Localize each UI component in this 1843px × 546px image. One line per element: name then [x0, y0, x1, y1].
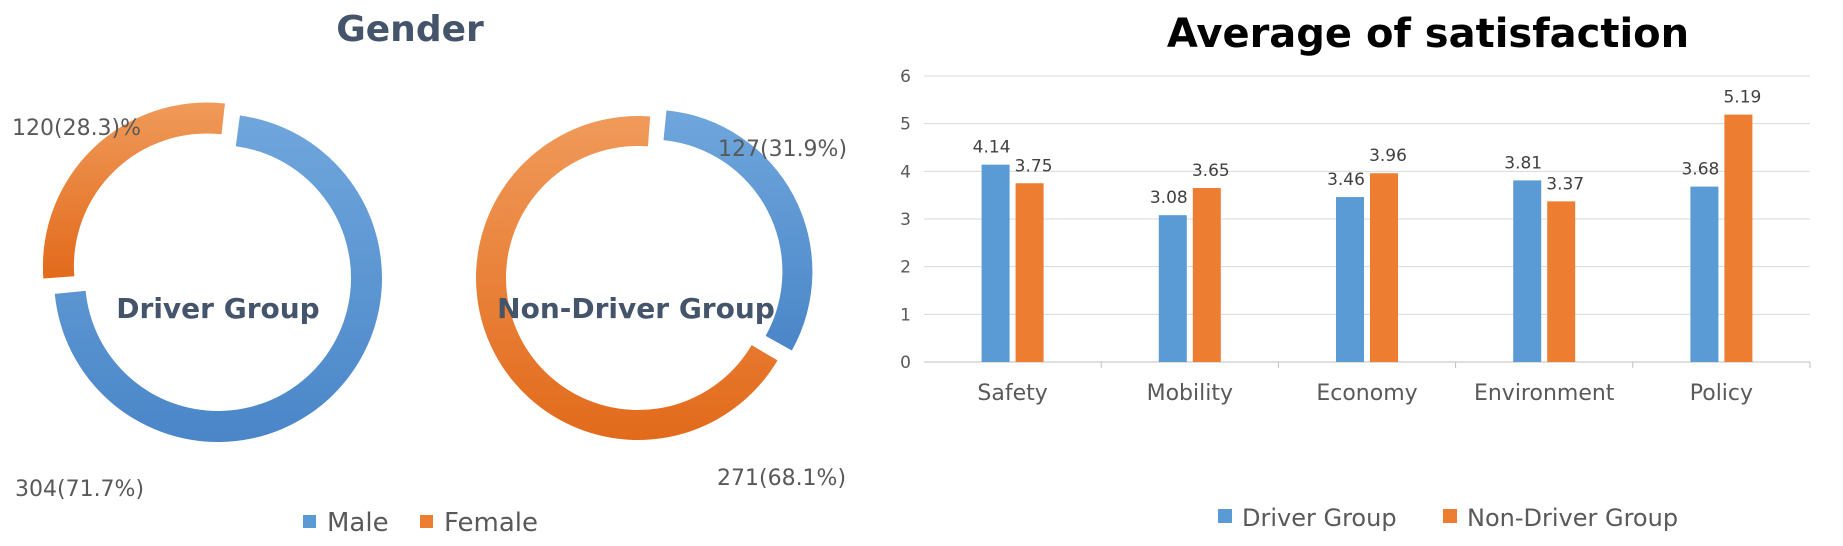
satisfaction-legend: Driver Group Non-Driver Group — [1218, 504, 1678, 532]
x-axis: Safety Mobility Economy Environment Policy — [977, 362, 1811, 406]
bar-data-label: 3.75 — [1015, 156, 1053, 176]
bar-driver-group — [1158, 215, 1187, 362]
y-tick-label: 3 — [900, 210, 911, 230]
bar-non-driver-group — [1015, 183, 1044, 362]
non-driver-female-data-label: 271(68.1%) — [717, 466, 846, 491]
bar-non-driver-group — [1547, 201, 1576, 362]
donut-slice-male — [663, 110, 813, 351]
driver-male-data-label: 304(71.7%) — [15, 477, 144, 502]
bar-data-label: 3.81 — [1504, 153, 1542, 173]
non-driver-donut-center-label: Non-Driver Group — [497, 292, 775, 325]
satisfaction-chart-title: Average of satisfaction — [1167, 11, 1689, 57]
y-tick-label: 4 — [900, 162, 911, 182]
x-tick-label: Mobility — [1147, 381, 1233, 406]
bar-data-label: 3.37 — [1546, 174, 1584, 194]
y-tick-label: 5 — [900, 115, 911, 135]
bar-data-label: 3.65 — [1192, 161, 1230, 181]
bar-driver-group — [1690, 186, 1719, 362]
x-tick-label: Policy — [1690, 381, 1753, 406]
donut-slice-female — [42, 102, 225, 279]
y-tick-label: 1 — [900, 305, 911, 325]
gender-chart: Gender Driver Group 304(71.7%) 120(28.3)… — [12, 9, 847, 538]
legend-label-driver-group: Driver Group — [1242, 504, 1397, 532]
y-tick-label: 6 — [900, 67, 911, 87]
legend-label-non-driver-group: Non-Driver Group — [1467, 504, 1678, 532]
legend-swatch-non-driver-group — [1443, 509, 1457, 523]
bar-series: 4.143.75 3.083.65 3.463.96 3.813.37 3.68 5.19 — [973, 88, 1761, 362]
legend-swatch-female — [420, 515, 433, 528]
legend-swatch-driver-group — [1218, 509, 1232, 523]
y-tick-label: 2 — [900, 258, 911, 278]
bar-data-label: 3.68 — [1681, 160, 1719, 180]
bar-driver-group — [1336, 197, 1364, 362]
satisfaction-chart: Average of satisfaction 0 1 2 3 4 5 6 4.143.75… — [900, 11, 1811, 532]
driver-donut-center-label: Driver Group — [116, 292, 319, 325]
gender-chart-title: Gender — [336, 9, 484, 50]
bar-non-driver-group — [1370, 173, 1398, 362]
bar-driver-group — [1513, 180, 1542, 362]
bar-data-label: 3.96 — [1369, 146, 1407, 166]
bar-data-label: 4.14 — [973, 138, 1011, 158]
y-tick-label: 0 — [900, 353, 911, 373]
bar-data-label: 5.19 — [1723, 88, 1761, 108]
legend-label-female: Female — [444, 508, 538, 538]
non-driver-male-data-label: 127(31.9%) — [718, 137, 847, 162]
legend-label-male: Male — [327, 508, 389, 538]
bar-non-driver-group — [1192, 188, 1221, 362]
y-gridlines — [924, 75, 1810, 363]
y-axis: 0 1 2 3 4 5 6 — [900, 67, 911, 373]
gender-legend: Male Female — [303, 508, 538, 538]
x-tick-label: Economy — [1316, 381, 1417, 406]
bar-non-driver-group — [1724, 114, 1753, 362]
bar-data-label: 3.08 — [1150, 188, 1188, 208]
driver-donut: Driver Group 304(71.7%) 120(28.3)% — [12, 102, 382, 502]
driver-female-data-label: 120(28.3)% — [12, 116, 141, 141]
legend-swatch-male — [303, 515, 316, 528]
non-driver-donut: Non-Driver Group 127(31.9%) 271(68.1%) — [475, 110, 847, 491]
x-tick-label: Environment — [1474, 381, 1615, 406]
bar-driver-group — [981, 164, 1010, 362]
x-tick-label: Safety — [977, 381, 1047, 406]
bar-data-label: 3.46 — [1327, 170, 1365, 190]
